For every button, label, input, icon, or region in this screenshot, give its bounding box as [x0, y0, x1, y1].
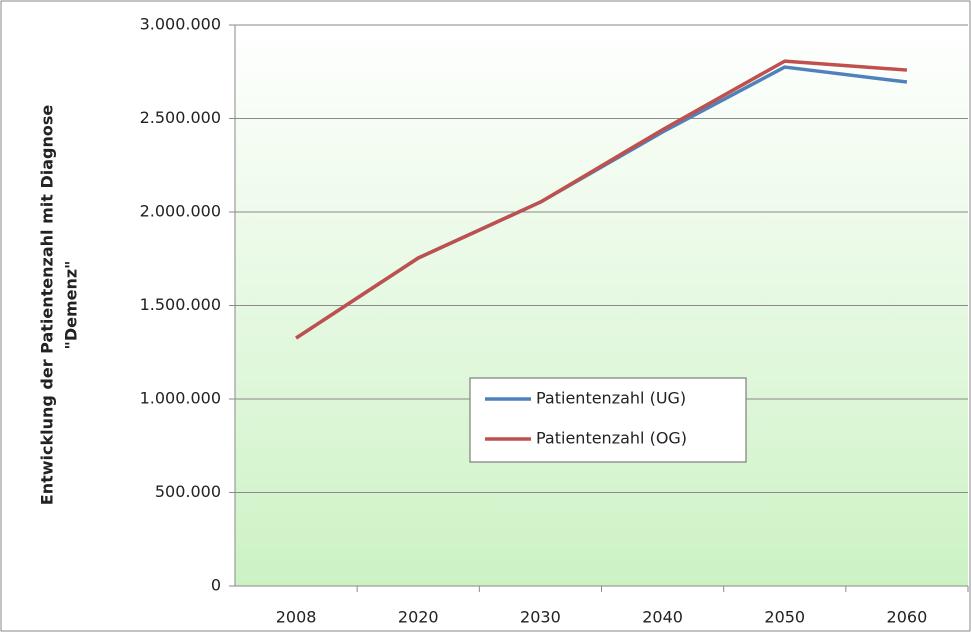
x-tick-label: 2020: [398, 608, 439, 627]
y-tick-label: 3.000.000: [140, 15, 221, 34]
legend-label: Patientenzahl (OG): [536, 429, 687, 448]
legend-box: [469, 377, 747, 463]
x-tick-label: 2060: [887, 608, 928, 627]
legend-label: Patientenzahl (UG): [536, 389, 686, 408]
x-tick-label: 2030: [520, 608, 561, 627]
y-tick-label: 1.500.000: [140, 295, 221, 314]
y-axis-label: "Demenz": [62, 260, 81, 349]
y-tick-label: 500.000: [155, 482, 221, 501]
y-axis-label: Entwicklung der Patientenzahl mit Diagno…: [38, 105, 57, 506]
y-tick-label: 2.000.000: [140, 202, 221, 221]
legend: Patientenzahl (UG) Patientenzahl (OG): [469, 377, 747, 463]
x-tick-label: 2008: [276, 608, 317, 627]
x-tick-label: 2040: [642, 608, 683, 627]
y-tick-label: 0: [211, 576, 221, 595]
y-tick-label: 2.500.000: [140, 108, 221, 127]
x-tick-label: 2050: [764, 608, 805, 627]
series-line: [295, 59, 908, 340]
y-tick-label: 1.000.000: [140, 389, 221, 408]
